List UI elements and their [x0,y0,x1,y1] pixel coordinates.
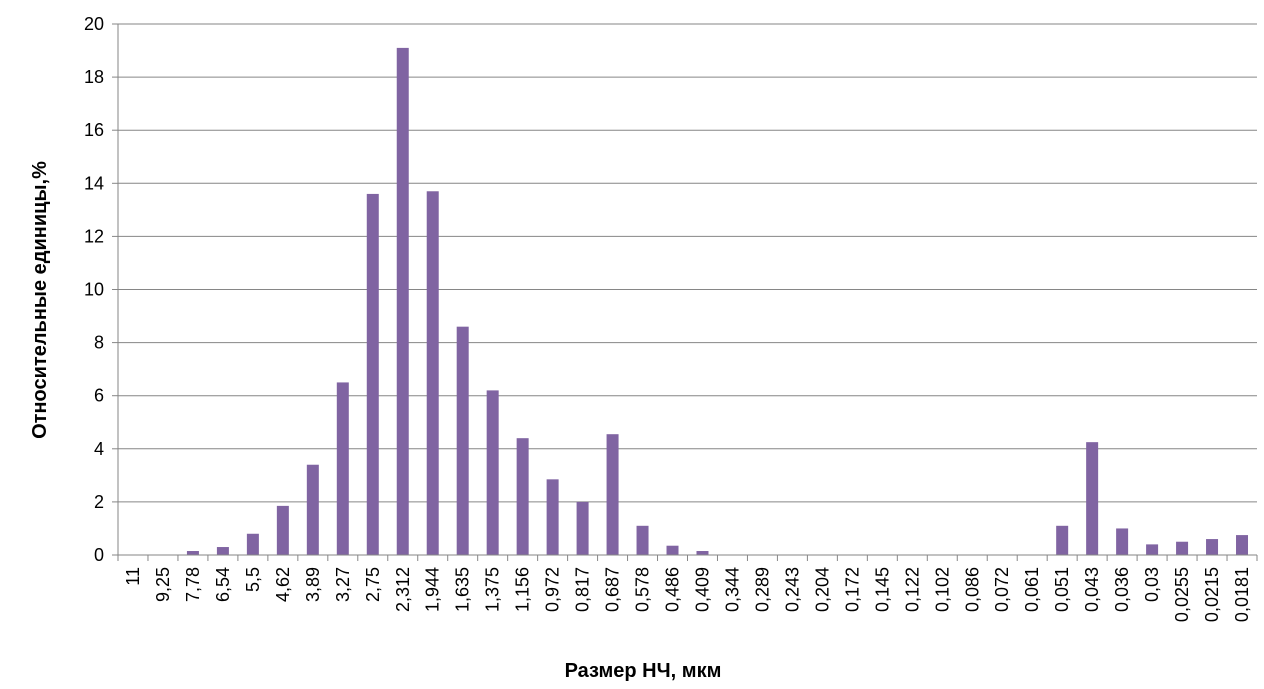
bar [456,326,469,555]
x-tick-label: 1,635 [453,567,473,612]
x-tick-label: 0,051 [1052,567,1072,612]
bar [636,525,649,555]
bar [1206,539,1219,555]
x-tick-label: 0,061 [1022,567,1042,612]
x-tick-label: 0,289 [752,567,772,612]
x-tick-label: 1,156 [513,567,533,612]
x-tick-label: 0,0215 [1202,567,1222,622]
bar [666,545,679,555]
x-tick-label: 0,072 [992,567,1012,612]
x-tick-label: 0,972 [543,567,563,612]
bar [486,390,499,555]
x-tick-label: 0,243 [782,567,802,612]
x-tick-label: 0,204 [812,567,832,612]
bar [1236,535,1249,555]
bar [576,501,589,555]
x-tick-label: 0,145 [872,567,892,612]
bar [1116,528,1129,555]
bar [606,434,619,555]
axes [112,23,1258,561]
bar [1146,544,1159,555]
x-tick-label: 0,344 [722,567,742,612]
bar [186,551,199,555]
x-tick-labels: 11 9,25 7,78 6,54 5,5 4,62 3,89 3,27 2,75 2,312 1,… [123,567,1252,622]
y-tick-label: 6 [94,386,104,406]
y-tick-labels: 0 2 4 6 8 10 12 14 16 18 20 [84,14,104,565]
x-tick-label: 0,578 [633,567,653,612]
x-tick-label: 2,312 [393,567,413,612]
y-tick-label: 0 [94,545,104,565]
y-tick-label: 4 [94,439,104,459]
y-tick-label: 18 [84,67,104,87]
y-axis-title: Относительные единицы,% [29,161,51,439]
x-tick-label: 4,62 [273,567,293,602]
x-tick-label: 0,086 [962,567,982,612]
y-tick-label: 10 [84,280,104,300]
x-tick-label: 0,486 [663,567,683,612]
x-tick-label: 7,78 [183,567,203,602]
bar [1176,541,1189,555]
x-tick-label: 11 [123,567,143,586]
x-tick-label: 0,102 [932,567,952,612]
x-tick-label: 0,0181 [1232,567,1252,622]
bar [366,193,379,556]
bar [1056,525,1069,555]
x-tick-label: 0,687 [603,567,623,612]
gridlines [118,23,1257,503]
x-tick-label: 0,0255 [1172,567,1192,622]
y-tick-label: 16 [84,120,104,140]
x-tick-label: 0,817 [573,567,593,612]
x-tick-label: 1,375 [483,567,503,612]
y-tick-label: 12 [84,226,104,246]
x-tick-label: 6,54 [213,567,233,602]
x-axis-title: Размер НЧ, мкм [565,660,722,682]
bar [306,464,319,555]
x-tick-label: 9,25 [153,567,173,602]
y-tick-label: 14 [84,173,104,193]
x-tick-label: 0,036 [1112,567,1132,612]
x-tick-label: 0,409 [692,567,712,612]
y-tick-label: 8 [94,333,104,353]
bar [216,547,229,555]
x-tick-label: 0,172 [842,567,862,612]
x-tick-label: 3,27 [333,567,353,602]
bar [426,191,439,555]
x-tick-label: 0,122 [902,567,922,612]
y-tick-label: 20 [84,14,104,34]
bar [546,479,559,555]
bar [246,533,259,555]
bar [696,551,709,555]
bar [1086,442,1099,555]
bar [516,438,529,555]
x-tick-label: 3,89 [303,567,323,602]
bar [276,505,289,555]
bars [186,47,1249,556]
x-tick-label: 5,5 [243,567,263,592]
x-tick-label: 0,03 [1142,567,1162,602]
bar [336,382,349,555]
x-tick-label: 0,043 [1082,567,1102,612]
x-tick-label: 2,75 [363,567,383,602]
y-tick-label: 2 [94,492,104,512]
bar [396,47,409,556]
x-tick-label: 1,944 [423,567,443,612]
